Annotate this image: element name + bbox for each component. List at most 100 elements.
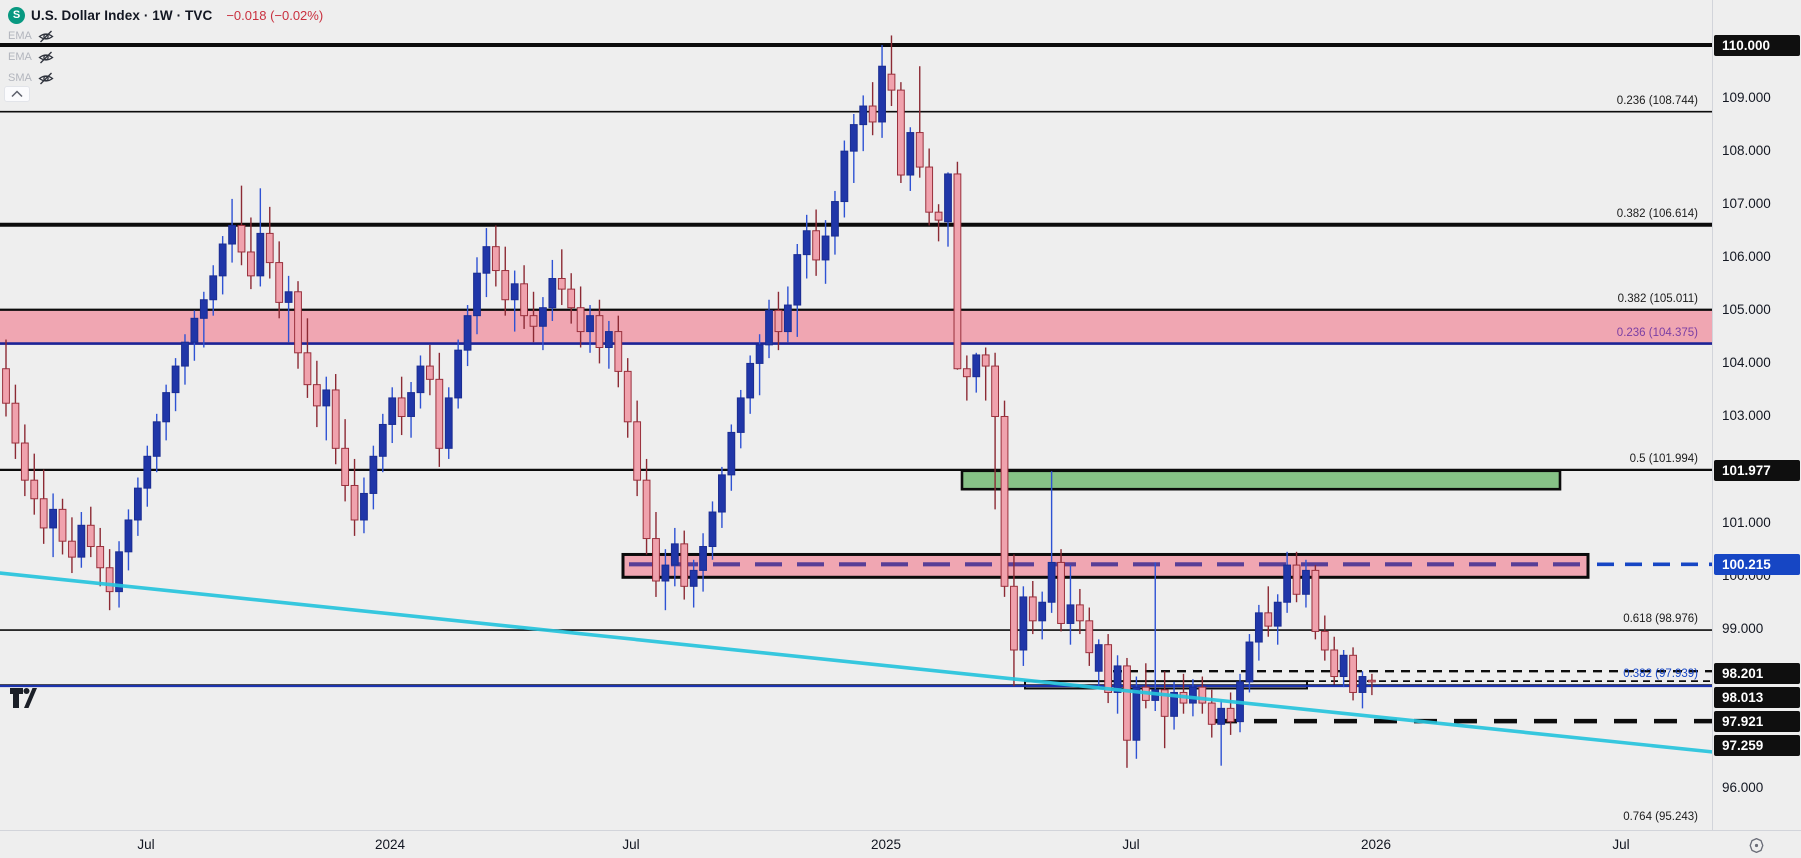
candle-body: [1019, 596, 1028, 651]
candle-body: [1170, 691, 1178, 717]
candle-body: [30, 479, 39, 500]
candle-body: [746, 362, 755, 399]
price-level-badge[interactable]: 101.977: [1714, 460, 1800, 482]
candle-body: [77, 524, 86, 558]
candle-body: [539, 307, 547, 327]
price-axis-tick: 106.000: [1722, 249, 1771, 265]
price-axis[interactable]: 109.000 108.000 107.000 106.000 105.000 104.0…: [1712, 0, 1801, 830]
time-axis-label: 2026: [1360, 837, 1392, 852]
price-level-badge[interactable]: 98.201: [1714, 663, 1800, 684]
candle-body: [350, 484, 359, 521]
candle-body: [1160, 689, 1169, 717]
candle-body: [1283, 564, 1292, 603]
candle-body: [878, 65, 886, 123]
price-level-badge[interactable]: 110.000: [1714, 34, 1800, 56]
time-axis[interactable]: Jul 2024 Jul 2025 Jul 2026 Jul: [0, 830, 1801, 858]
candle-body: [1094, 644, 1103, 672]
candle-body: [962, 368, 971, 378]
candle-body: [586, 315, 594, 333]
green-supply-box[interactable]: [960, 469, 1562, 491]
trendline[interactable]: [0, 571, 1714, 754]
candle-body: [793, 254, 802, 306]
candle-body: [510, 283, 519, 301]
candle-body: [1245, 641, 1254, 683]
candle-body: [143, 455, 152, 489]
candle-body: [623, 370, 632, 423]
candle-body: [915, 132, 924, 168]
symbol-logo-icon: S: [8, 6, 25, 24]
candle-body: [115, 551, 123, 593]
candle-body: [567, 288, 576, 309]
legend: S U.S. Dollar Index · 1W · TVC −0.018 (−…: [4, 5, 323, 102]
candle-body: [1217, 707, 1226, 725]
eye-off-icon[interactable]: [38, 50, 54, 65]
tradingview-logo[interactable]: [9, 687, 38, 714]
price-level-badge[interactable]: 100.215: [1714, 553, 1800, 575]
candle-body: [849, 124, 858, 152]
candle-body: [312, 384, 321, 407]
candle-body: [491, 246, 500, 272]
candle-body: [58, 508, 67, 542]
fib-level-label: 0.382 (105.011): [1617, 292, 1698, 305]
candle-body: [152, 421, 161, 457]
candle-body: [802, 230, 811, 256]
candle-body: [1368, 679, 1376, 683]
symbol-row[interactable]: S U.S. Dollar Index · 1W · TVC −0.018 (−…: [8, 5, 323, 25]
candle-body: [708, 511, 717, 548]
indicator-row-ema2[interactable]: EMA: [8, 47, 323, 67]
candle-body: [576, 307, 585, 333]
candle-body: [407, 392, 415, 417]
candle-body: [953, 173, 962, 370]
price-level-badge[interactable]: 97.259: [1714, 735, 1800, 756]
candle-body: [1320, 630, 1329, 651]
candle-body: [1207, 702, 1216, 725]
gear-icon[interactable]: [1748, 837, 1765, 858]
candle-body: [1075, 604, 1084, 622]
candle-body: [501, 270, 510, 301]
symbol-title[interactable]: U.S. Dollar Index · 1W · TVC: [31, 7, 213, 23]
indicator-row-sma[interactable]: SMA: [8, 68, 323, 88]
price-axis-tick: 96.000: [1722, 779, 1764, 795]
thin-range-rect[interactable]: [1024, 680, 1308, 690]
candle-body: [68, 540, 76, 558]
fib-level-label: 0.236 (104.375): [1616, 326, 1698, 339]
indicator-row-ema1[interactable]: EMA: [8, 26, 323, 46]
candle-body: [1113, 665, 1122, 693]
fib-level-label: 0.382 (97.939): [1623, 668, 1698, 681]
candle-body: [2, 368, 10, 404]
candle-body: [1226, 707, 1235, 723]
candle-body: [265, 232, 274, 264]
candle-body: [1349, 654, 1357, 693]
fib-level-label: 0.618 (98.976): [1623, 613, 1698, 626]
eye-off-icon[interactable]: [38, 29, 54, 44]
candle-body: [934, 211, 943, 221]
time-axis-label: 2024: [374, 837, 406, 852]
candle-body: [689, 569, 698, 587]
candle-body: [699, 546, 707, 571]
legend-collapse-button[interactable]: [4, 86, 30, 102]
candle-body: [124, 519, 133, 553]
price-level-badge[interactable]: 97.921: [1714, 711, 1800, 732]
price-axis-tick: 104.000: [1722, 355, 1771, 371]
candle-body: [416, 365, 425, 394]
candle-body: [237, 224, 246, 253]
price-level-badge[interactable]: 98.013: [1714, 687, 1800, 708]
candle-body: [284, 291, 293, 303]
fib-zone-band[interactable]: [0, 309, 1712, 344]
candle-body: [595, 315, 604, 348]
price-axis-tick: 109.000: [1722, 90, 1771, 106]
candle-body: [1189, 686, 1197, 704]
candle-body: [783, 304, 792, 333]
candle-body: [49, 508, 58, 529]
eye-off-icon[interactable]: [38, 71, 54, 86]
candle-body: [1123, 665, 1131, 741]
candle-body: [105, 567, 114, 593]
candle-body: [199, 299, 208, 319]
candle-body: [162, 392, 171, 423]
indicator-label: SMA: [8, 72, 32, 84]
candle-body: [859, 105, 868, 126]
candle-body: [426, 365, 434, 380]
candle-body: [1254, 612, 1263, 643]
